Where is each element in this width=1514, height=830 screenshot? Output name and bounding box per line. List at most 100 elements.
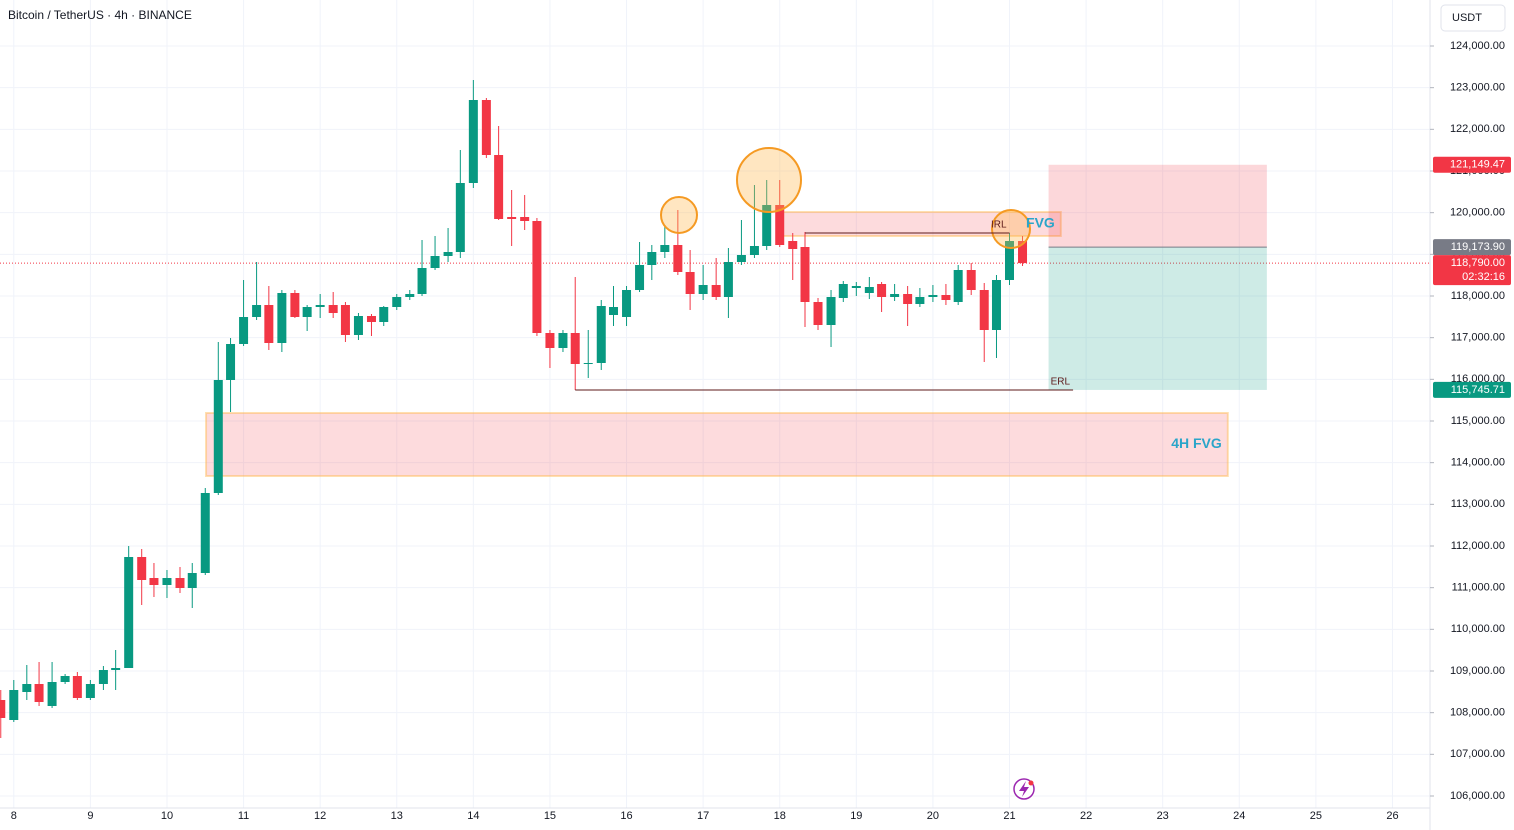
candle-body xyxy=(966,270,976,290)
grid xyxy=(0,0,1430,808)
candle-body xyxy=(838,284,848,298)
candle-body xyxy=(775,205,785,245)
candle-body xyxy=(991,280,1001,330)
candle-body xyxy=(596,306,606,363)
icon[interactable] xyxy=(1019,781,1029,797)
price-tag xyxy=(1433,255,1511,286)
candle-body xyxy=(685,272,695,294)
candle-body xyxy=(660,245,670,252)
y-tick-label: 123,000.00 xyxy=(1450,82,1505,94)
candle-body xyxy=(455,183,465,252)
candle-body xyxy=(647,252,657,265)
price-tag xyxy=(1433,156,1511,173)
candle-body xyxy=(366,316,376,322)
candle-body xyxy=(328,305,338,313)
candle-body xyxy=(315,305,325,307)
candle-body xyxy=(175,578,185,588)
x-tick-label: 16 xyxy=(620,810,632,822)
symbol-title: Bitcoin / TetherUS · 4h · BINANCE xyxy=(8,8,192,22)
candle-body xyxy=(698,285,708,294)
candle-body xyxy=(124,557,134,668)
y-tick-label: 113,000.00 xyxy=(1451,498,1505,510)
candle-body xyxy=(826,297,836,325)
x-tick-label: 20 xyxy=(927,810,939,822)
candle-body xyxy=(788,241,798,249)
candle-body xyxy=(494,155,504,219)
fvg-zone xyxy=(778,211,1062,237)
candle-body xyxy=(149,578,159,585)
candle-body xyxy=(430,256,440,268)
y-tick-label: 118,000.00 xyxy=(1451,290,1505,302)
candle-body xyxy=(443,252,453,256)
candle-body xyxy=(877,284,887,297)
candle-body xyxy=(302,307,312,317)
y-tick-label: 106,000.00 xyxy=(1450,790,1505,802)
x-tick-label: 21 xyxy=(1003,810,1015,822)
circle xyxy=(736,147,802,213)
x-tick-label: 9 xyxy=(87,810,93,822)
zone-label: 4H FVG xyxy=(1171,435,1222,451)
icon[interactable] xyxy=(1028,780,1034,786)
x-tick-label: 15 xyxy=(544,810,556,822)
y-tick-label: 114,000.00 xyxy=(1451,457,1505,469)
x-tick-label: 25 xyxy=(1310,810,1322,822)
candle-body xyxy=(570,333,580,364)
candle-body xyxy=(1018,241,1028,264)
axes: 8 9 10 11 12 13 14 15 16 17 18 19 20 21 22 23 24 25 26 106,… xyxy=(11,40,1511,822)
candle-body xyxy=(723,262,733,297)
candle-body xyxy=(417,268,427,294)
x-tick-label: 19 xyxy=(850,810,862,822)
stop-zone xyxy=(1048,164,1267,248)
candle-body xyxy=(47,682,57,706)
overlay: 4H FVG FVG IRL ERL xyxy=(575,215,1222,451)
x-tick-label: 11 xyxy=(238,810,249,822)
candle-body xyxy=(583,363,593,364)
target-zone xyxy=(1048,247,1267,390)
candle-body xyxy=(252,305,262,317)
y-tick-label: 117,000.00 xyxy=(1451,332,1505,344)
candle-body xyxy=(736,255,746,262)
candle-body xyxy=(673,245,683,272)
candle-body xyxy=(941,295,951,300)
candle-body xyxy=(22,684,32,692)
price-tag-label: 115,745.71 xyxy=(1451,384,1505,396)
level-label: ERL xyxy=(1051,377,1071,388)
candle-body xyxy=(239,317,249,344)
price-tag xyxy=(1433,381,1511,398)
candle-body xyxy=(609,307,619,315)
candle-body xyxy=(264,305,274,343)
x-tick-label: 26 xyxy=(1386,810,1398,822)
candle-body xyxy=(162,578,172,585)
candle-body xyxy=(85,684,95,698)
y-tick-label: 109,000.00 xyxy=(1450,665,1505,677)
price-tag xyxy=(1433,239,1511,256)
x-tick-label: 22 xyxy=(1080,810,1092,822)
candle-body xyxy=(635,265,645,290)
candle-body xyxy=(60,676,70,682)
currency-label[interactable]: USDT xyxy=(1452,12,1482,24)
candle-body xyxy=(340,305,350,335)
x-tick-label: 17 xyxy=(697,810,709,822)
currency-button[interactable] xyxy=(1440,4,1506,32)
y-tick-label: 122,000.00 xyxy=(1450,123,1505,135)
alert-icon[interactable] xyxy=(1013,778,1035,800)
candle-body xyxy=(98,670,108,684)
level-label: IRL xyxy=(991,220,1007,231)
candle-body xyxy=(813,302,823,325)
y-tick-label: 110,000.00 xyxy=(1451,623,1505,635)
candle-body xyxy=(0,700,6,718)
y-tick-label: 108,000.00 xyxy=(1450,707,1505,719)
annotations xyxy=(205,164,1267,477)
candle-body xyxy=(405,294,415,297)
candle-body xyxy=(979,290,989,330)
candle-body xyxy=(187,573,197,588)
candle-body xyxy=(392,297,402,307)
price-tag-label: 121,149.47 xyxy=(1450,159,1505,171)
price-tag-label: 118,790.00 xyxy=(1451,257,1505,269)
candle-body xyxy=(226,344,236,380)
candle-body xyxy=(915,297,925,304)
candle-body xyxy=(864,287,874,293)
candle-body xyxy=(277,293,287,343)
y-tick-label: 115,000.00 xyxy=(1451,415,1505,427)
